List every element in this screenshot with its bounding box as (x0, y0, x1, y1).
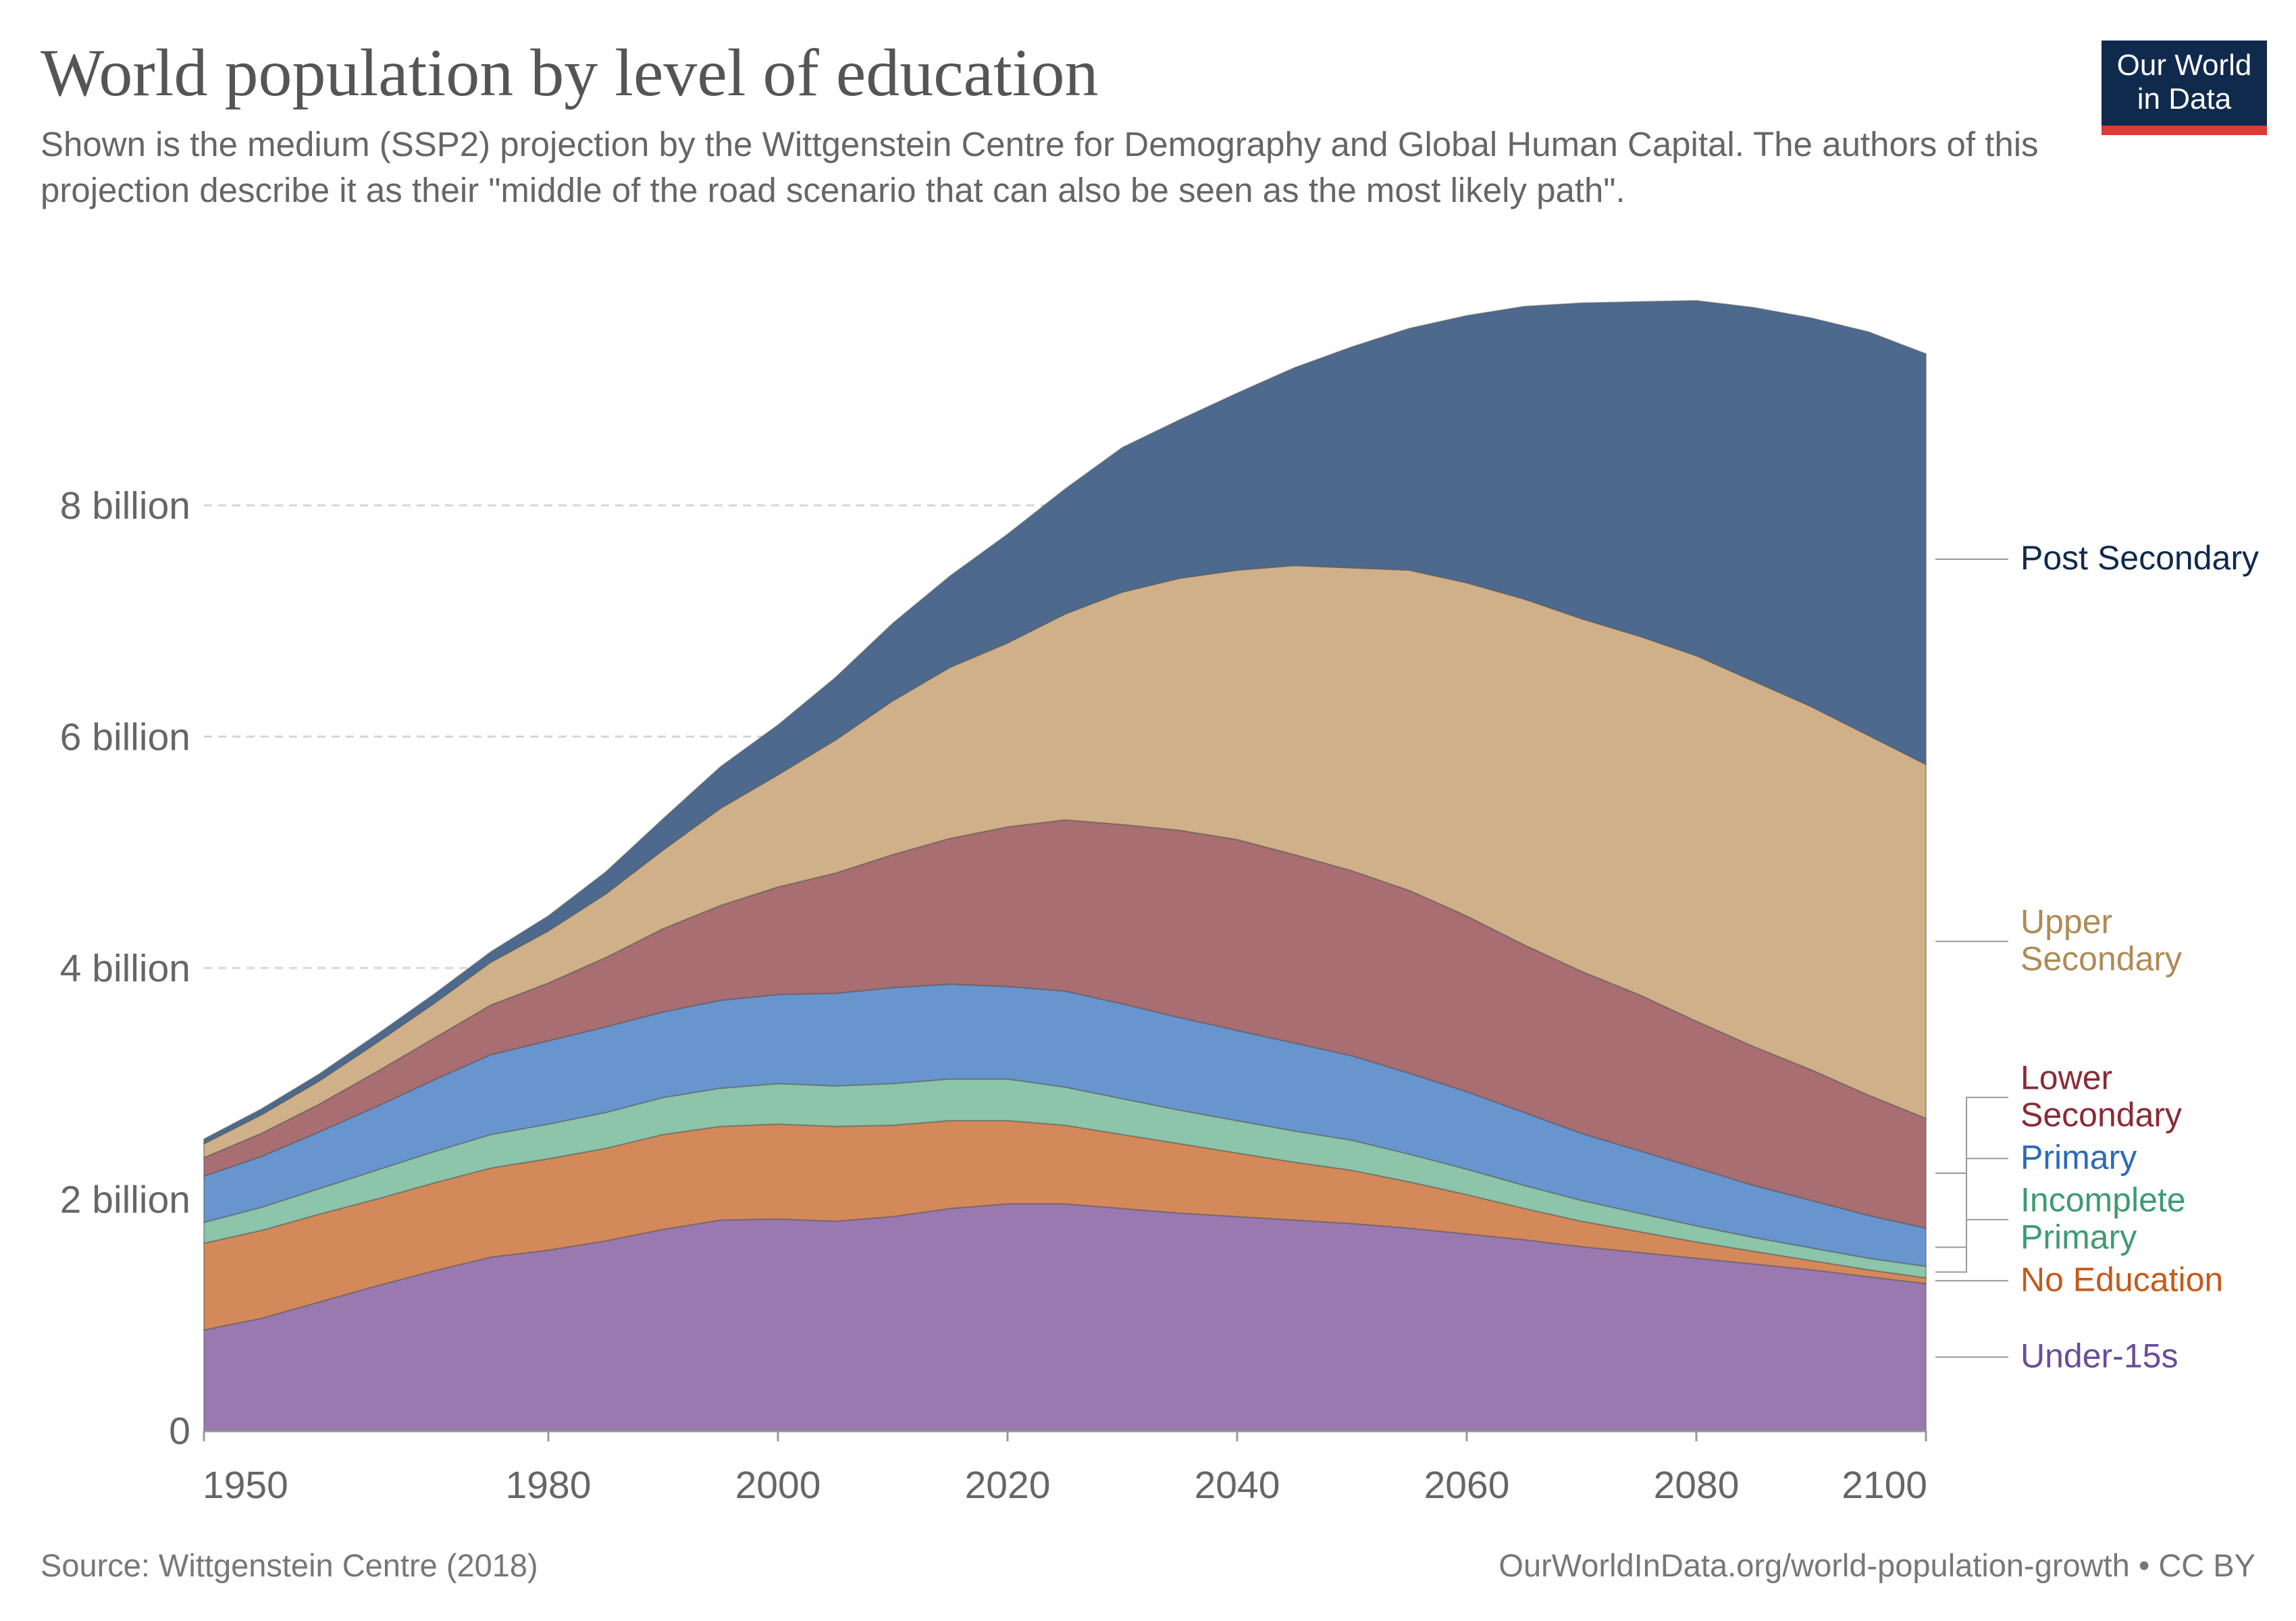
legend-label: Incomplete (2020, 1181, 2186, 1219)
legend-label: Under-15s (2020, 1337, 2178, 1375)
x-tick-label: 2020 (965, 1464, 1051, 1507)
chart-title: World population by level of education (41, 35, 1099, 110)
logo-accent-bar (2102, 126, 2267, 135)
source-note: Source: Wittgenstein Centre (2018) (41, 1547, 538, 1583)
legend-connector (1935, 1158, 2008, 1248)
legend-label: Secondary (2020, 1096, 2182, 1134)
x-tick-label: 2040 (1195, 1464, 1280, 1507)
logo-line-2: in Data (2137, 82, 2232, 115)
logo-line-1: Our World (2116, 49, 2252, 82)
area-post-secondary[interactable] (203, 300, 1927, 1146)
axis-layer: 0 2 billion 4 billion 6 billion 8 billion 195… (60, 484, 1927, 1507)
legend-label: No Education (2020, 1261, 2223, 1299)
legend-connector (1935, 1096, 2008, 1175)
owid-logo[interactable]: Our World in Data (2102, 41, 2267, 135)
y-tick-label: 8 billion (60, 484, 190, 528)
x-tick-label: 2080 (1654, 1464, 1740, 1507)
legend-label: Primary (2020, 1139, 2137, 1177)
legend-item-under-15s[interactable]: Under-15s (1935, 1337, 2178, 1375)
x-tick-label: 1950 (203, 1464, 288, 1507)
area-lower-secondary[interactable] (203, 819, 1927, 1229)
x-tick-label: 2060 (1424, 1464, 1510, 1507)
legend-connector (1935, 1218, 2008, 1273)
x-tick-label: 2100 (1842, 1464, 1927, 1507)
legend-label: Lower (2020, 1059, 2112, 1097)
legend-label: Secondary (2020, 940, 2182, 978)
area-layer (203, 300, 1927, 1431)
legend-label: Primary (2020, 1218, 2137, 1256)
legend-label: Upper (2020, 903, 2112, 941)
area-upper-secondary[interactable] (203, 565, 1927, 1159)
chart-subtitle: Shown is the medium (SSP2) projection by… (41, 125, 2039, 209)
legend-item-post-secondary[interactable]: Post Secondary (1935, 539, 2259, 577)
legend-item-primary[interactable]: Primary (1935, 1139, 2137, 1248)
x-tick-label: 1980 (506, 1464, 592, 1507)
x-tick-label: 2000 (735, 1464, 821, 1507)
legend-label: Post Secondary (2020, 539, 2259, 577)
y-tick-label: 6 billion (60, 716, 190, 759)
y-tick-label: 2 billion (60, 1179, 190, 1222)
y-tick-label: 4 billion (60, 947, 190, 990)
y-tick-label: 0 (169, 1410, 190, 1453)
legend-item-no-education[interactable]: No Education (1935, 1261, 2223, 1299)
credit-link[interactable]: OurWorldInData.org/world-population-grow… (1498, 1547, 2255, 1583)
area-primary[interactable] (203, 983, 1927, 1268)
